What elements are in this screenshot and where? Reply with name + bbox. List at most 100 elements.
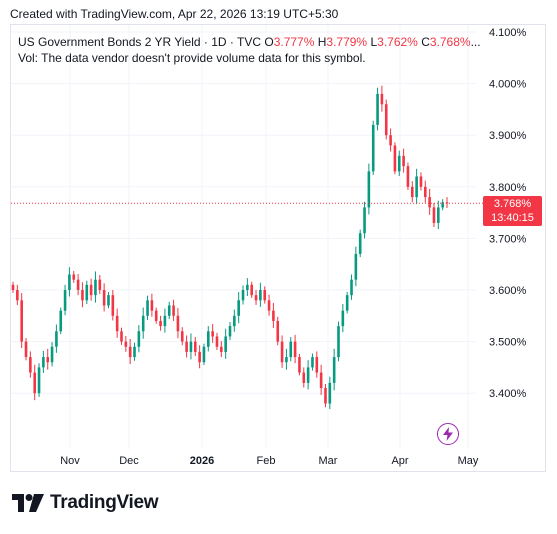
x-tick-label: Mar <box>319 455 338 467</box>
candle-body <box>115 315 119 332</box>
candle <box>332 348 336 391</box>
candle-body <box>285 357 288 363</box>
candle-body <box>437 207 440 223</box>
candle-body <box>341 310 345 327</box>
candle-body <box>380 93 384 105</box>
candle <box>102 283 106 312</box>
candle-body <box>402 155 405 167</box>
candle <box>115 308 119 338</box>
candle-body <box>367 171 371 208</box>
candle <box>402 148 405 173</box>
candle <box>154 307 158 324</box>
candle-body <box>306 367 310 383</box>
candle-body <box>445 202 449 204</box>
candle-body <box>46 357 50 363</box>
candle-body <box>146 300 149 316</box>
x-tick-label: Dec <box>119 455 139 467</box>
candle <box>59 307 63 335</box>
candle <box>120 327 123 345</box>
candle-body <box>350 279 353 296</box>
close-label: C <box>421 35 430 49</box>
candle-body <box>102 290 106 306</box>
candle <box>419 172 423 191</box>
candle <box>285 348 288 370</box>
tradingview-brand[interactable]: TradingView <box>12 492 159 514</box>
y-tick-label: 3.500% <box>489 337 527 349</box>
candle-body <box>272 310 275 321</box>
candle <box>410 181 414 203</box>
candle <box>384 99 388 140</box>
candle-body <box>337 326 340 358</box>
tradingview-logo-icon <box>12 494 44 512</box>
candle-body <box>319 372 323 389</box>
candle <box>111 290 115 321</box>
grid-lines <box>11 25 476 449</box>
candle <box>341 303 345 333</box>
candle-body <box>246 284 249 290</box>
candle-body <box>63 290 67 311</box>
chart-frame[interactable] <box>10 24 546 472</box>
candle <box>167 301 171 320</box>
candle-body <box>172 305 175 316</box>
candle-body <box>185 341 188 352</box>
close-value: 3.768% <box>429 35 471 49</box>
candle <box>185 335 188 358</box>
candle <box>233 309 236 332</box>
chart-caption: Created with TradingView.com, Apr 22, 20… <box>10 7 339 21</box>
open-value: 3.777% <box>273 35 315 49</box>
candle <box>202 343 206 366</box>
candle-body <box>193 341 197 352</box>
candle <box>193 336 197 357</box>
candle-body <box>72 274 76 280</box>
candle <box>276 316 280 346</box>
candle <box>367 163 371 215</box>
candle-body <box>332 357 336 383</box>
candle <box>215 332 219 351</box>
candle <box>124 335 128 352</box>
candle <box>406 162 410 191</box>
candle <box>428 188 431 215</box>
candle <box>146 295 149 320</box>
candle <box>172 299 175 321</box>
candle-body <box>76 279 80 290</box>
candle-body <box>89 284 93 296</box>
candle <box>437 200 440 229</box>
candle-body <box>211 331 214 337</box>
candle <box>141 307 145 339</box>
brand-name: TradingView <box>50 492 159 513</box>
low-value: 3.762% <box>377 35 418 49</box>
candle <box>315 351 319 378</box>
candle <box>298 353 301 376</box>
legend-more[interactable]: ... <box>470 35 481 49</box>
candle-body <box>68 274 71 290</box>
candle-body <box>137 331 141 347</box>
candle <box>42 350 45 373</box>
candle-body <box>180 331 184 342</box>
candle-body <box>202 346 206 363</box>
low-label: L <box>370 35 378 49</box>
candle <box>81 282 84 308</box>
candle-body <box>441 202 444 208</box>
y-tick-label: 3.800% <box>489 182 527 194</box>
y-tick-label: 3.400% <box>489 388 527 400</box>
candle <box>11 281 15 293</box>
y-tick-label: 4.000% <box>489 79 527 91</box>
lightning-icon[interactable] <box>437 423 459 445</box>
candle-body <box>11 284 15 290</box>
candle <box>293 334 297 364</box>
candle <box>107 292 110 309</box>
candle-body <box>81 290 84 301</box>
candle <box>198 345 201 369</box>
candle <box>432 202 436 228</box>
candle-body <box>224 336 227 352</box>
candle-body <box>324 388 327 404</box>
x-tick-label: Apr <box>391 455 408 467</box>
volume-note: Vol: The data vendor doesn't provide vol… <box>18 51 366 65</box>
candle <box>37 363 41 397</box>
x-tick-label: Feb <box>257 455 276 467</box>
candle-body <box>59 310 63 332</box>
candle-body <box>280 341 284 363</box>
candle-body <box>94 279 97 296</box>
candle-body <box>363 207 366 234</box>
